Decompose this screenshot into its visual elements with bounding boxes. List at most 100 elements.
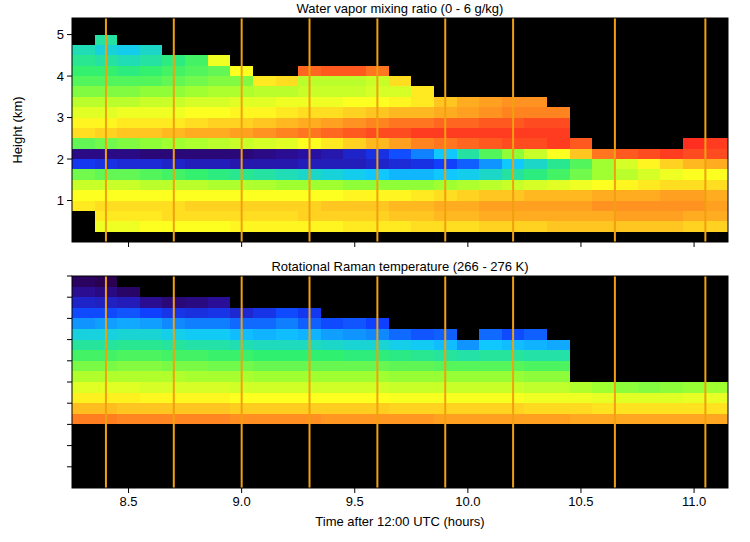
heat-cell (570, 403, 593, 414)
heat-cell (660, 211, 683, 221)
x-tick (467, 488, 468, 493)
heat-cell (140, 211, 163, 221)
heat-cell (321, 221, 344, 231)
heat-cell (185, 169, 208, 179)
heat-cell (72, 107, 95, 117)
heat-cell (389, 361, 412, 372)
heat-cell (683, 221, 706, 231)
heat-cell (117, 350, 140, 361)
heat-cell (389, 118, 412, 128)
heat-cell (638, 159, 661, 169)
heat-cell (253, 350, 276, 361)
heat-cell (253, 76, 276, 86)
heat-cell (343, 393, 366, 404)
heat-cell (72, 371, 95, 382)
heat-cell (276, 128, 299, 138)
heat-cell (524, 169, 547, 179)
heat-cell (140, 382, 163, 393)
x-tick (694, 488, 695, 493)
heat-cell (185, 201, 208, 211)
reference-line (444, 18, 446, 242)
heat-cell (253, 159, 276, 169)
heat-cell (592, 190, 615, 200)
heat-cell (72, 149, 95, 159)
x-tick (580, 242, 581, 247)
heat-cell (457, 211, 480, 221)
heat-cell (524, 329, 547, 340)
heat-cell (208, 329, 231, 340)
heat-cell (185, 190, 208, 200)
heat-cell (276, 138, 299, 148)
reference-line (173, 18, 175, 242)
heat-cell (638, 211, 661, 221)
heat-cell (411, 190, 434, 200)
heat-cell (592, 403, 615, 414)
y-tick (67, 466, 72, 467)
heat-cell (343, 169, 366, 179)
heat-cell (683, 403, 706, 414)
heat-cell (321, 340, 344, 351)
heat-cell (321, 190, 344, 200)
y-tick (67, 117, 72, 118)
heat-cell (547, 403, 570, 414)
heat-cell (185, 55, 208, 65)
heat-cell (185, 340, 208, 351)
reference-line (309, 18, 311, 242)
heat-cell (592, 221, 615, 231)
heat-cell (276, 211, 299, 221)
heat-cell (72, 169, 95, 179)
heat-cell (185, 361, 208, 372)
heat-cell (208, 149, 231, 159)
heat-cell (276, 118, 299, 128)
heat-cell (276, 76, 299, 86)
heat-cell (208, 403, 231, 414)
heat-cell (185, 107, 208, 117)
heat-cell (411, 350, 434, 361)
heat-cell (140, 221, 163, 231)
heat-cell (321, 76, 344, 86)
heat-cell (117, 297, 140, 308)
heat-cell (389, 393, 412, 404)
heat-cell (547, 149, 570, 159)
heat-cell (638, 221, 661, 231)
heat-cell (117, 414, 140, 425)
x-tick (241, 242, 242, 247)
x-tick (354, 488, 355, 493)
heat-cell (570, 169, 593, 179)
heat-cell (321, 318, 344, 329)
reference-line (614, 18, 616, 242)
heat-cell (185, 66, 208, 76)
heat-cell (524, 180, 547, 190)
heat-cell (343, 66, 366, 76)
heat-cell (638, 180, 661, 190)
heat-cell (570, 393, 593, 404)
heat-cell (253, 211, 276, 221)
heat-cell (411, 403, 434, 414)
heat-cell (140, 55, 163, 65)
heat-cell (389, 329, 412, 340)
heat-cell (208, 414, 231, 425)
heat-cell (208, 66, 231, 76)
heat-cell (321, 329, 344, 340)
heat-cell (705, 403, 728, 414)
heat-cell (524, 361, 547, 372)
heat-cell (683, 201, 706, 211)
heat-cell (276, 382, 299, 393)
heat-cell (140, 308, 163, 319)
heat-cell (547, 128, 570, 138)
x-tick-label: 10.0 (455, 494, 480, 509)
heat-cell (570, 159, 593, 169)
heat-cell (276, 403, 299, 414)
heat-cell (389, 211, 412, 221)
heat-cell (592, 180, 615, 190)
heat-cell (72, 97, 95, 107)
heat-cell (140, 66, 163, 76)
heat-cell (276, 107, 299, 117)
heat-cell (705, 159, 728, 169)
heat-cell (140, 371, 163, 382)
heat-cell (524, 350, 547, 361)
heat-cell (321, 86, 344, 96)
heat-cell (140, 350, 163, 361)
plot-background (72, 276, 728, 488)
y-tick (67, 276, 72, 277)
